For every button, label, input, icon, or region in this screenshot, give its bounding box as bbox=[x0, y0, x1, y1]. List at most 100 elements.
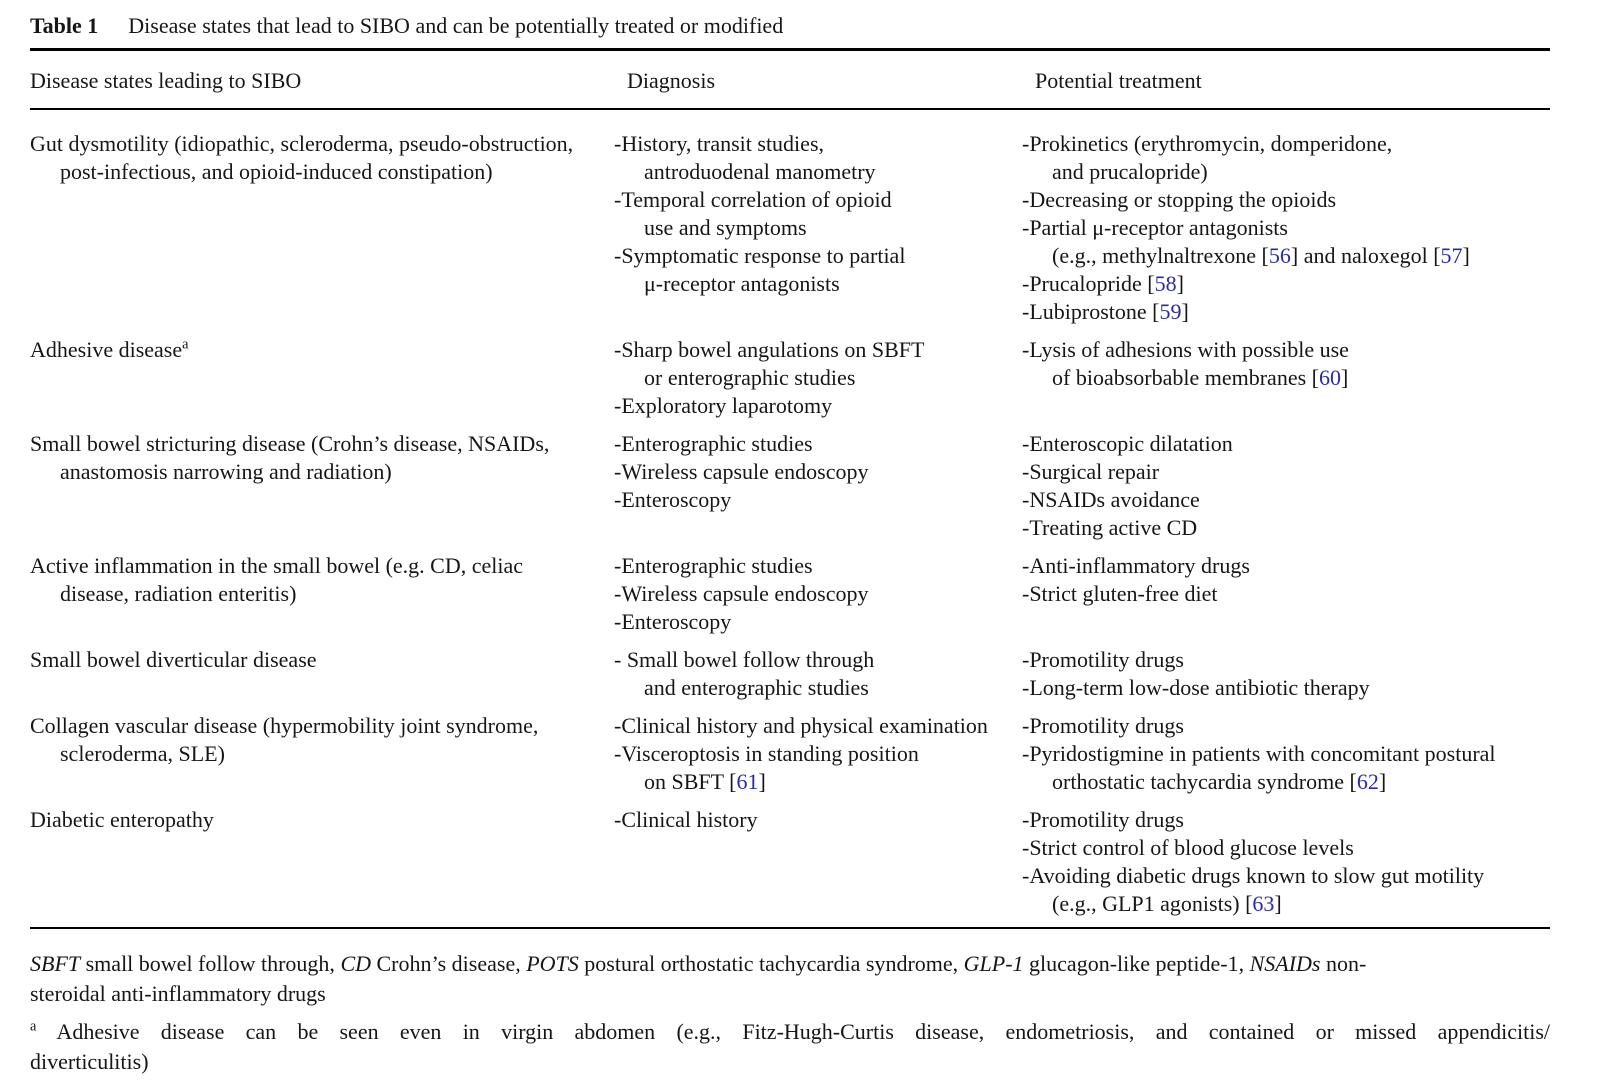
table-caption: Table 1 Disease states that lead to SIBO… bbox=[30, 12, 1550, 40]
cell-line: -Temporal correlation of opioid bbox=[614, 187, 892, 212]
treatment-cell: -Enteroscopic dilatation -Surgical repair… bbox=[1022, 430, 1550, 542]
diagnosis-cell: -Sharp bowel angulations on SBFT or enter… bbox=[614, 336, 1022, 420]
top-rule bbox=[30, 48, 1550, 51]
column-header-potential-treatment: Potential treatment bbox=[1035, 68, 1202, 93]
cell-line: -Strict control of blood glucose levels bbox=[1022, 835, 1354, 860]
cell-line: -Visceroptosis in standing position bbox=[614, 741, 919, 766]
cell-line: scleroderma, SLE) bbox=[60, 741, 225, 766]
cell-line: -Promotility drugs bbox=[1022, 647, 1184, 672]
cell-line: -Clinical history bbox=[614, 807, 758, 832]
citation-link[interactable]: 58 bbox=[1154, 271, 1177, 296]
cell-line: -Enteroscopy bbox=[614, 487, 732, 512]
treatment-cell: -Anti-inflammatory drugs -Strict gluten-f… bbox=[1022, 552, 1550, 636]
table-body: Gut dysmotility (idiopathic, scleroderma… bbox=[30, 110, 1550, 918]
treatment-cell: -Prokinetics (erythromycin, domperidone,… bbox=[1022, 130, 1550, 326]
citation-link[interactable]: 62 bbox=[1356, 769, 1379, 794]
cell-line: -Prucalopride [58] bbox=[1022, 271, 1184, 296]
cell-line: -Lubiprostone [59] bbox=[1022, 299, 1189, 324]
disease-cell: Diabetic enteropathy bbox=[30, 806, 614, 918]
diagnosis-cell: -Clinical history bbox=[614, 806, 1022, 918]
cell-line: -Pyridostigmine in patients with concomi… bbox=[1022, 741, 1496, 766]
cell-line: -Enterographic studies bbox=[614, 553, 813, 578]
cell-line: Small bowel diverticular disease bbox=[30, 647, 317, 672]
cell-line: Collagen vascular disease (hypermobility… bbox=[30, 713, 539, 738]
table-row: Small bowel stricturing disease (Crohn’s… bbox=[30, 430, 1550, 542]
cell-line: -Surgical repair bbox=[1022, 459, 1160, 484]
citation-link[interactable]: 59 bbox=[1159, 299, 1182, 324]
cell-line: -Long-term low-dose antibiotic therapy bbox=[1022, 675, 1370, 700]
treatment-cell: -Promotility drugs -Pyridostigmine in pat… bbox=[1022, 712, 1550, 796]
bottom-rule bbox=[30, 927, 1550, 929]
treatment-cell: -Promotility drugs -Long-term low-dose an… bbox=[1022, 646, 1550, 702]
disease-cell: Active inflammation in the small bowel (… bbox=[30, 552, 614, 636]
cell-line: -Enteroscopy bbox=[614, 609, 732, 634]
cell-line: Active inflammation in the small bowel (… bbox=[30, 553, 524, 578]
footnote-a: a Adhesive disease can be seen even in v… bbox=[30, 1017, 1550, 1077]
citation-link[interactable]: 56 bbox=[1268, 243, 1291, 268]
disease-cell: Small bowel diverticular disease bbox=[30, 646, 614, 702]
disease-cell: Adhesive diseasea bbox=[30, 336, 614, 420]
cell-line: -Decreasing or stopping the opioids bbox=[1022, 187, 1337, 212]
footnote-line: diverticulitis) bbox=[30, 1049, 149, 1074]
cell-line: μ-receptor antagonists bbox=[644, 271, 840, 296]
citation-link[interactable]: 60 bbox=[1318, 365, 1341, 390]
table-row: Diabetic enteropathy -Clinical history -Pr… bbox=[30, 806, 1550, 918]
cell-line: -Exploratory laparotomy bbox=[614, 393, 833, 418]
cell-line: -Strict gluten-free diet bbox=[1022, 581, 1218, 606]
cell-line: antroduodenal manometry bbox=[644, 159, 876, 184]
disease-cell: Collagen vascular disease (hypermobility… bbox=[30, 712, 614, 796]
cell-line: Adhesive diseasea bbox=[30, 336, 189, 362]
footnote-line: SBFT small bowel follow through, CD Croh… bbox=[30, 951, 1367, 976]
column-header-disease-states: Disease states leading to SIBO bbox=[30, 68, 302, 93]
table-number: Table 1 bbox=[30, 13, 99, 38]
cell-line: -Wireless capsule endoscopy bbox=[614, 459, 869, 484]
cell-line: -Promotility drugs bbox=[1022, 713, 1184, 738]
cell-line: -Symptomatic response to partial bbox=[614, 243, 906, 268]
cell-line: -Partial μ-receptor antagonists bbox=[1022, 215, 1288, 240]
cell-line: -Anti-inflammatory drugs bbox=[1022, 553, 1250, 578]
cell-line: or enterographic studies bbox=[644, 365, 856, 390]
citation-link[interactable]: 61 bbox=[736, 769, 759, 794]
table-header-row: Disease states leading to SIBO Diagnosis… bbox=[30, 51, 1550, 108]
diagnosis-cell: -Clinical history and physical examinati… bbox=[614, 712, 1022, 796]
cell-line: (e.g., GLP1 agonists) [63] bbox=[1052, 891, 1282, 916]
table-figure: Table 1 Disease states that lead to SIBO… bbox=[30, 0, 1550, 1077]
cell-line: -Wireless capsule endoscopy bbox=[614, 581, 869, 606]
cell-line: -Lysis of adhesions with possible use bbox=[1022, 337, 1349, 362]
cell-line: on SBFT [61] bbox=[644, 769, 766, 794]
cell-line: and prucalopride) bbox=[1052, 159, 1208, 184]
cell-line: orthostatic tachycardia syndrome [62] bbox=[1052, 769, 1387, 794]
column-header-diagnosis: Diagnosis bbox=[627, 68, 715, 93]
treatment-cell: -Promotility drugs -Strict control of blo… bbox=[1022, 806, 1550, 918]
cell-line: -Clinical history and physical examinati… bbox=[614, 713, 988, 738]
cell-line: -Sharp bowel angulations on SBFT bbox=[614, 337, 925, 362]
cell-line: - Small bowel follow through bbox=[614, 647, 875, 672]
cell-line: -History, transit studies, bbox=[614, 131, 824, 156]
table-row: Adhesive diseasea -Sharp bowel angulation… bbox=[30, 336, 1550, 420]
footnotes: SBFT small bowel follow through, CD Croh… bbox=[30, 929, 1550, 1077]
cell-line: use and symptoms bbox=[644, 215, 807, 240]
diagnosis-cell: -Enterographic studies -Wireless capsule … bbox=[614, 552, 1022, 636]
citation-link[interactable]: 63 bbox=[1252, 891, 1275, 916]
cell-line: -NSAIDs avoidance bbox=[1022, 487, 1200, 512]
cell-line: -Enteroscopic dilatation bbox=[1022, 431, 1233, 456]
table-row: Small bowel diverticular disease - Small … bbox=[30, 646, 1550, 702]
cell-line: Diabetic enteropathy bbox=[30, 807, 214, 832]
cell-line: -Treating active CD bbox=[1022, 515, 1198, 540]
cell-line: Gut dysmotility (idiopathic, scleroderma… bbox=[30, 131, 574, 156]
cell-line: post-infectious, and opioid-induced cons… bbox=[60, 159, 493, 184]
cell-line: of bioabsorbable membranes [60] bbox=[1052, 365, 1349, 390]
cell-line: (e.g., methylnaltrexone [56] and naloxeg… bbox=[1052, 243, 1470, 268]
abbreviations-note: SBFT small bowel follow through, CD Croh… bbox=[30, 949, 1550, 1009]
header-rule bbox=[30, 108, 1550, 110]
cell-line: -Avoiding diabetic drugs known to slow g… bbox=[1022, 863, 1485, 888]
cell-line: anastomosis narrowing and radiation) bbox=[60, 459, 392, 484]
citation-link[interactable]: 57 bbox=[1440, 243, 1463, 268]
cell-line: -Promotility drugs bbox=[1022, 807, 1184, 832]
cell-line: -Prokinetics (erythromycin, domperidone, bbox=[1022, 131, 1393, 156]
table-row: Gut dysmotility (idiopathic, scleroderma… bbox=[30, 130, 1550, 326]
table-row: Active inflammation in the small bowel (… bbox=[30, 552, 1550, 636]
disease-cell: Small bowel stricturing disease (Crohn’s… bbox=[30, 430, 614, 542]
treatment-cell: -Lysis of adhesions with possible use of … bbox=[1022, 336, 1550, 420]
disease-cell: Gut dysmotility (idiopathic, scleroderma… bbox=[30, 130, 614, 326]
